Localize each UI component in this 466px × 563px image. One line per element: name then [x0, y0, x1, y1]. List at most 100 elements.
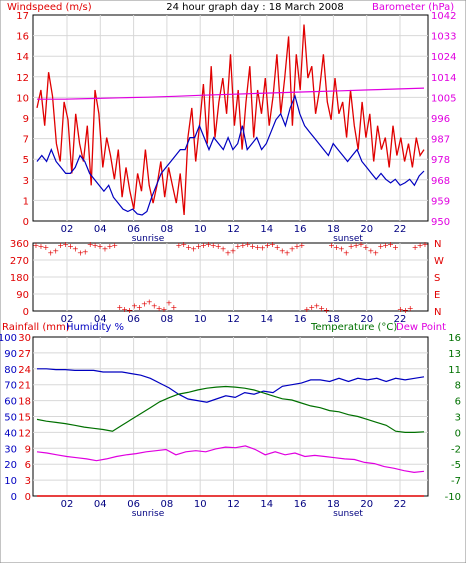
direction-point: +: [220, 245, 227, 254]
x-tick-label: 04: [94, 224, 107, 235]
x-tick-label: 18: [327, 499, 340, 510]
direction-point: +: [417, 241, 424, 250]
direction-point: +: [259, 244, 266, 253]
dewpoint-line: [36, 445, 425, 474]
direction-point: +: [146, 298, 153, 307]
direction-point: +: [249, 242, 256, 251]
x-tick-label: 20: [360, 314, 373, 325]
direction-point: +: [62, 240, 69, 249]
rain-tick-label: 15: [18, 413, 31, 424]
left-tick-label: 17: [16, 11, 29, 22]
direction-point: +: [121, 305, 128, 314]
right-tick-label: 978: [431, 155, 450, 166]
temperature-axis-label: Temperature (°C): [310, 322, 397, 333]
temp-tick-label: -10: [445, 492, 461, 503]
direction-point: +: [313, 301, 320, 310]
left-tick-label: 10: [16, 93, 29, 104]
x-tick-label: 02: [61, 224, 74, 235]
barometer-axis-label: Barometer (hPa): [372, 2, 454, 13]
direction-point: +: [166, 299, 173, 308]
direction-point: +: [136, 303, 143, 312]
x-tick-label: 18: [327, 314, 340, 325]
rain-tick-label: 18: [18, 397, 31, 408]
rain-tick-label: 27: [18, 349, 31, 360]
humidity-tick-label: 30: [4, 444, 17, 455]
humidity-tick-label: 70: [4, 381, 17, 392]
x-tick-label: 12: [227, 224, 240, 235]
x-tick-label: 22: [394, 499, 407, 510]
left-tick-label: 12: [16, 73, 29, 84]
direction-point: +: [333, 243, 340, 252]
direction-point: +: [52, 247, 59, 256]
rainfall-axis-label: Rainfall (mm): [2, 322, 70, 333]
direction-point: +: [353, 241, 360, 250]
temperature-line: [36, 385, 425, 433]
right-tick-label: 1042: [431, 11, 456, 22]
direction-point: +: [397, 305, 404, 314]
x-tick-label: 10: [194, 224, 207, 235]
direction-point: +: [338, 245, 345, 254]
direction-point: +: [151, 301, 158, 310]
x-tick-label: 22: [394, 314, 407, 325]
rain-tick-label: 6: [25, 460, 31, 471]
dewpoint-axis-label: Dew Point: [396, 322, 446, 333]
humidity-tick-label: 20: [4, 460, 17, 471]
rain-tick-label: 24: [18, 365, 31, 376]
rain-tick-label: 3: [25, 476, 31, 487]
direction-point: +: [294, 242, 301, 251]
direction-point: +: [42, 243, 49, 252]
rain-tick-label: 12: [18, 428, 31, 439]
direction-point: +: [323, 306, 330, 315]
sunset-label: sunset: [333, 509, 363, 519]
direction-point: +: [161, 305, 168, 314]
direction-point: +: [387, 240, 394, 249]
direction-point: +: [244, 240, 251, 249]
right-tick-label: 987: [431, 135, 450, 146]
rain-tick-label: 30: [18, 333, 31, 344]
right-tick-label: 1033: [431, 32, 456, 43]
direction-point: +: [235, 242, 242, 251]
right-tick-label: 1005: [431, 93, 456, 104]
humidity-axis-label: Humidity %: [66, 322, 124, 333]
x-tick-label: 12: [227, 314, 240, 325]
left-tick-label: 7: [23, 135, 29, 146]
direction-point: +: [47, 248, 54, 257]
humidity-tick-label: 50: [4, 413, 17, 424]
x-tick-label: 22: [394, 224, 407, 235]
x-tick-label: 08: [161, 224, 174, 235]
compass-label: E: [434, 290, 440, 301]
direction-point: +: [264, 241, 271, 250]
direction-tick-label: 0: [23, 307, 29, 318]
direction-point: +: [358, 240, 365, 249]
humidity-tick-label: 90: [4, 349, 17, 360]
direction-point: +: [185, 243, 192, 252]
direction-point: +: [210, 241, 217, 250]
direction-point: +: [269, 240, 276, 249]
temp-tick-label: -2: [451, 444, 461, 455]
direction-point: +: [279, 247, 286, 256]
direction-point: +: [318, 304, 325, 313]
direction-point: +: [190, 245, 197, 254]
direction-point: +: [111, 241, 118, 250]
x-tick-label: 06: [127, 314, 140, 325]
temp-tick-label: 3: [455, 413, 461, 424]
x-tick-label: 14: [260, 224, 273, 235]
x-tick-label: 12: [227, 499, 240, 510]
x-tick-label: 06: [127, 224, 140, 235]
humidity-tick-label: 0: [11, 492, 17, 503]
direction-point: +: [82, 248, 89, 257]
direction-point: +: [230, 247, 237, 256]
direction-point: +: [107, 242, 114, 251]
direction-point: +: [343, 248, 350, 257]
x-tick-label: 14: [260, 499, 273, 510]
compass-label: N: [434, 307, 441, 318]
direction-point: +: [33, 241, 40, 250]
rain-tick-label: 21: [18, 381, 31, 392]
direction-point: +: [422, 240, 429, 249]
direction-point: +: [126, 306, 133, 315]
direction-point: +: [274, 243, 281, 252]
direction-point: +: [171, 303, 178, 312]
x-tick-label: 14: [260, 314, 273, 325]
right-tick-label: 959: [431, 196, 450, 207]
